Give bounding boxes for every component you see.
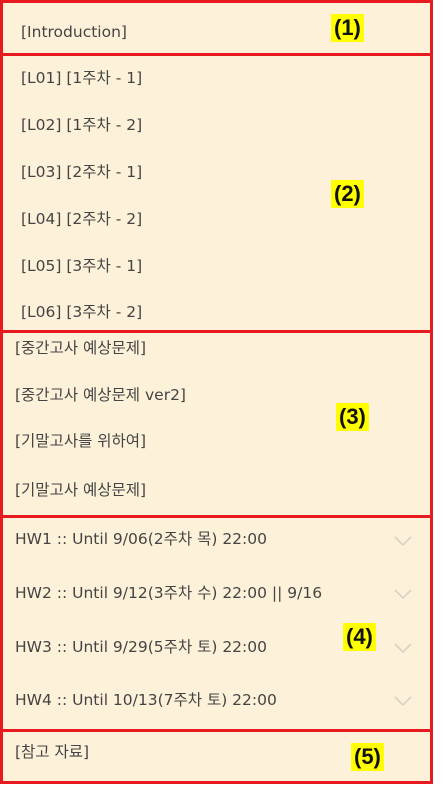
section-3-label: (3) — [336, 403, 369, 431]
menu-item-lecture[interactable]: [L05] [3주차 - 1] — [21, 257, 143, 275]
menu-item-references[interactable]: [참고 자료] — [15, 743, 90, 761]
section-lectures: [L01] [1주차 - 1] [L02] [1주차 - 2] [L03] [2… — [0, 53, 433, 333]
homework-item[interactable]: HW2 :: Until 9/12(3주차 수) 22:00 || 9/16 — [15, 584, 323, 602]
homework-item[interactable]: HW3 :: Until 9/29(5주차 토) 22:00 — [15, 638, 267, 656]
chevron-down-icon[interactable] — [394, 588, 412, 600]
menu-item-lecture[interactable]: [L02] [1주차 - 2] — [21, 116, 143, 134]
chevron-down-icon[interactable] — [394, 695, 412, 707]
menu-item-lecture[interactable]: [L06] [3주차 - 2] — [21, 303, 143, 321]
chevron-down-icon[interactable] — [394, 642, 412, 654]
menu-item-exam[interactable]: [기말고사를 위하여] — [15, 432, 147, 450]
section-4-label: (4) — [343, 623, 376, 651]
homework-item[interactable]: HW1 :: Until 9/06(2주차 목) 22:00 — [15, 530, 267, 548]
section-introduction: [Introduction] — [0, 0, 433, 56]
chevron-down-icon[interactable] — [394, 535, 412, 547]
menu-item-exam[interactable]: [기말고사 예상문제] — [15, 481, 147, 499]
homework-item[interactable]: HW4 :: Until 10/13(7주차 토) 22:00 — [15, 691, 277, 709]
menu-item-introduction[interactable]: [Introduction] — [21, 23, 127, 41]
menu-item-lecture[interactable]: [L03] [2주차 - 1] — [21, 163, 143, 181]
menu-item-exam[interactable]: [중간고사 예상문제 ver2] — [15, 386, 186, 404]
menu-item-exam[interactable]: [중간고사 예상문제] — [15, 339, 147, 357]
section-2-label: (2) — [331, 180, 364, 208]
menu-item-lecture[interactable]: [L01] [1주차 - 1] — [21, 69, 143, 87]
menu-item-lecture[interactable]: [L04] [2주차 - 2] — [21, 210, 143, 228]
section-1-label: (1) — [331, 14, 364, 42]
section-5-label: (5) — [351, 743, 384, 771]
